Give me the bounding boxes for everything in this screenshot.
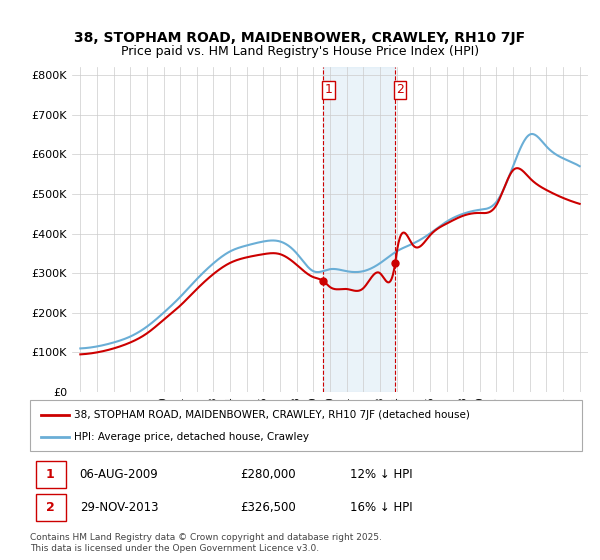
Text: 38, STOPHAM ROAD, MAIDENBOWER, CRAWLEY, RH10 7JF: 38, STOPHAM ROAD, MAIDENBOWER, CRAWLEY, …: [74, 31, 526, 45]
Text: 2: 2: [46, 501, 55, 514]
Text: Price paid vs. HM Land Registry's House Price Index (HPI): Price paid vs. HM Land Registry's House …: [121, 45, 479, 58]
Bar: [323, 67, 395, 392]
Text: £280,000: £280,000: [240, 468, 295, 481]
Text: HPI: Average price, detached house, Crawley: HPI: Average price, detached house, Craw…: [74, 432, 309, 442]
Text: £326,500: £326,500: [240, 501, 296, 514]
FancyBboxPatch shape: [35, 461, 66, 488]
Text: 12% ↓ HPI: 12% ↓ HPI: [350, 468, 413, 481]
Text: 16% ↓ HPI: 16% ↓ HPI: [350, 501, 413, 514]
Text: 38, STOPHAM ROAD, MAIDENBOWER, CRAWLEY, RH10 7JF (detached house): 38, STOPHAM ROAD, MAIDENBOWER, CRAWLEY, …: [74, 409, 470, 419]
FancyBboxPatch shape: [35, 494, 66, 521]
Text: 06-AUG-2009: 06-AUG-2009: [80, 468, 158, 481]
Text: 2: 2: [396, 83, 404, 96]
Text: 1: 1: [324, 83, 332, 96]
Text: 29-NOV-2013: 29-NOV-2013: [80, 501, 158, 514]
Text: 1: 1: [46, 468, 55, 481]
FancyBboxPatch shape: [30, 400, 582, 451]
Text: Contains HM Land Registry data © Crown copyright and database right 2025.
This d: Contains HM Land Registry data © Crown c…: [30, 533, 382, 553]
